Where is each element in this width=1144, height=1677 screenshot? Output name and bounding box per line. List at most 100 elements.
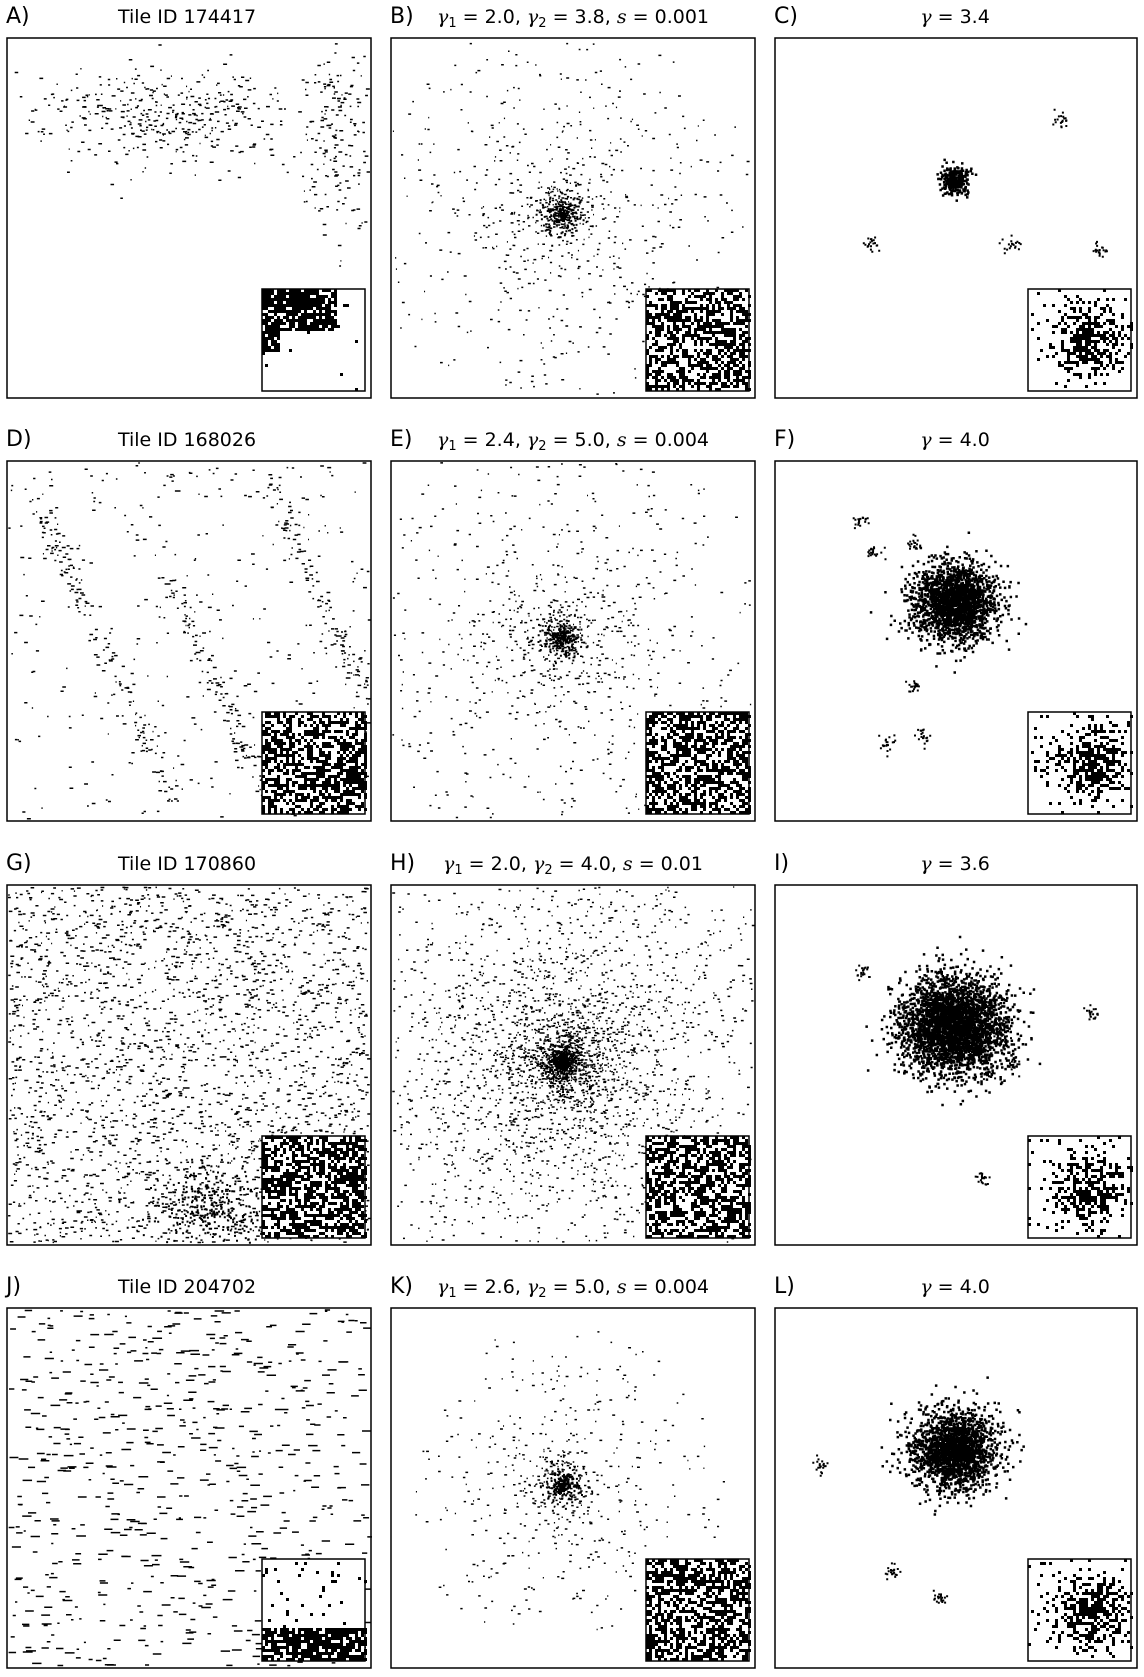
panel-title-h: γ1 = 2.0, γ2 = 4.0, s = 0.01 <box>390 853 756 882</box>
panel-title-j: Tile ID 204702 <box>6 1276 368 1298</box>
equals: = <box>931 6 960 28</box>
s-symbol: s <box>622 853 633 875</box>
map-pixels <box>862 108 1108 318</box>
equals: = <box>546 6 575 28</box>
equals: = <box>931 429 960 451</box>
inset-zoom <box>645 1135 751 1239</box>
panel-frame <box>774 1307 1138 1669</box>
subscript: 2 <box>538 439 547 454</box>
tile-id-title: Tile ID 168026 <box>117 429 257 451</box>
map-pixels <box>852 516 1028 758</box>
gamma-symbol: γ <box>920 1276 932 1298</box>
separator: , <box>514 429 527 451</box>
map-pixels <box>855 935 1099 1186</box>
gamma-symbol: γ <box>920 853 932 875</box>
gamma2-value: 3.8 <box>574 6 605 28</box>
equals: = <box>626 6 655 28</box>
separator: , <box>604 1276 617 1298</box>
gamma2-value: 4.0 <box>580 853 611 875</box>
panel-title-a: Tile ID 174417 <box>6 6 368 28</box>
map-pixels <box>812 1376 1098 1604</box>
tile-id-title: Tile ID 170860 <box>117 853 257 875</box>
panel-title-l: γ = 4.0 <box>774 1276 1136 1298</box>
s-value: 0.004 <box>654 1276 710 1298</box>
panel-g-map <box>6 884 372 1246</box>
panel-label-h: H) <box>390 851 416 876</box>
s-value: 0.01 <box>660 853 703 875</box>
inset-zoom <box>261 1135 367 1239</box>
equals: = <box>462 853 491 875</box>
gamma-symbol: γ <box>532 853 545 875</box>
panel-title-d: Tile ID 168026 <box>6 429 368 451</box>
panel-title-g: Tile ID 170860 <box>6 853 368 875</box>
inset-zoom <box>1027 711 1133 815</box>
panel-frame <box>390 1307 756 1669</box>
inset-zoom <box>645 288 751 392</box>
panel-frame <box>774 460 1138 822</box>
equals: = <box>632 853 661 875</box>
gamma-symbol: γ <box>920 6 932 28</box>
subscript: 2 <box>544 863 553 878</box>
panel-a-map <box>6 37 372 399</box>
subscript: 2 <box>538 1286 547 1301</box>
panel-frame <box>774 37 1138 399</box>
map-pixels <box>14 43 370 314</box>
inset-zoom <box>645 711 751 815</box>
inset-zoom <box>1027 1135 1133 1239</box>
panel-f-map <box>774 460 1138 822</box>
separator: , <box>520 853 533 875</box>
map-pixels <box>8 1309 372 1667</box>
gamma-symbol: γ <box>526 1276 539 1298</box>
gamma2-value: 5.0 <box>574 1276 605 1298</box>
panel-label-f: F) <box>774 427 796 452</box>
panel-frame <box>6 37 372 399</box>
panel-frame <box>774 884 1138 1246</box>
panel-title-k: γ1 = 2.6, γ2 = 5.0, s = 0.004 <box>390 1276 756 1305</box>
s-symbol: s <box>616 1276 627 1298</box>
panel-b-map <box>390 37 756 399</box>
panel-frame <box>6 460 372 822</box>
panel-frame <box>390 37 756 399</box>
subscript: 1 <box>454 863 463 878</box>
panel-e-map <box>390 460 756 822</box>
panel-title-f: γ = 4.0 <box>774 429 1136 451</box>
subscript: 1 <box>448 1286 457 1301</box>
panel-label-e: E) <box>390 427 413 452</box>
s-value: 0.004 <box>654 429 710 451</box>
panel-title-c: γ = 3.4 <box>774 6 1136 28</box>
panel-title-e: γ1 = 2.4, γ2 = 5.0, s = 0.004 <box>390 429 756 458</box>
panel-l-map <box>774 1307 1138 1669</box>
panel-label-k: K) <box>390 1274 414 1299</box>
panel-label-j: J) <box>6 1274 22 1299</box>
gamma2-value: 5.0 <box>574 429 605 451</box>
inset-zoom <box>261 288 366 392</box>
separator: , <box>604 6 617 28</box>
subscript: 2 <box>538 16 547 31</box>
gamma1-value: 2.0 <box>484 6 515 28</box>
inset-zoom <box>261 1558 367 1662</box>
map-pixels <box>392 462 752 819</box>
equals: = <box>552 853 581 875</box>
panel-h-map <box>390 884 756 1246</box>
panel-j-map <box>6 1307 372 1669</box>
equals: = <box>626 1276 655 1298</box>
separator: , <box>514 6 527 28</box>
gamma-value: 3.6 <box>959 853 990 875</box>
gamma-symbol: γ <box>443 853 455 875</box>
panel-title-i: γ = 3.6 <box>774 853 1136 875</box>
separator: , <box>514 1276 527 1298</box>
equals: = <box>931 1276 960 1298</box>
inset-zoom <box>645 1558 751 1662</box>
subscript: 1 <box>448 439 457 454</box>
inset-zoom <box>1027 1558 1133 1662</box>
panel-frame <box>390 460 756 822</box>
panel-title-b: γ1 = 2.0, γ2 = 3.8, s = 0.001 <box>390 6 756 35</box>
gamma1-value: 2.4 <box>484 429 515 451</box>
gamma-value: 4.0 <box>959 1276 990 1298</box>
gamma-symbol: γ <box>436 429 449 451</box>
equals: = <box>456 1276 485 1298</box>
gamma-symbol: γ <box>526 6 539 28</box>
panel-frame <box>6 1307 372 1669</box>
panel-k-map <box>390 1307 756 1669</box>
panel-i-map <box>774 884 1138 1246</box>
